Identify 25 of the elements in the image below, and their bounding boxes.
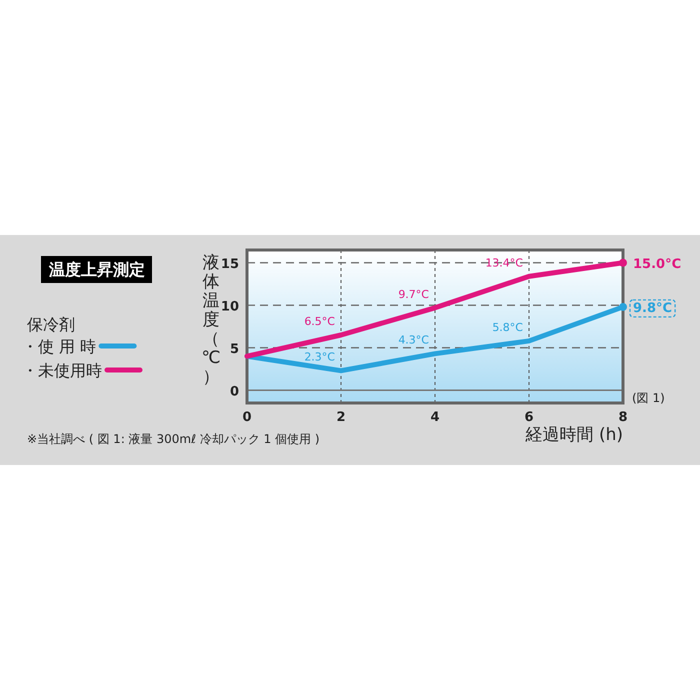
text: 温度上昇測定	[48, 260, 145, 279]
y-tick-label: 5	[230, 342, 239, 357]
data-label: 6.5°C	[304, 315, 336, 328]
data-label: 5.8°C	[492, 320, 524, 334]
y-tick-label: 15	[220, 256, 239, 272]
y-tick-label: 0	[230, 384, 239, 400]
legend-label: ・使 用 時	[22, 337, 96, 356]
legend-title: 保冷剤	[27, 315, 75, 334]
data-label: 9.8°C	[633, 300, 672, 316]
x-tick-label: 2	[336, 410, 346, 425]
data-label: 2.3°C	[304, 350, 336, 364]
data-label: 15.0°C	[633, 256, 682, 272]
x-tick-label: 6	[524, 410, 534, 425]
data-label: 13.4°C	[485, 256, 524, 270]
x-tick-label: 4	[430, 410, 440, 425]
text: (図 1)	[632, 391, 665, 405]
x-axis-title: 経過時間 (h)	[524, 425, 623, 445]
text: ※当社調べ ( 図 1: 液量 300mℓ 冷却パック 1 個使用 )	[27, 432, 320, 446]
data-label: 9.7°C	[398, 288, 430, 301]
y-tick-label: 10	[220, 299, 239, 314]
y-axis-title: 液体温度（℃）	[201, 253, 221, 387]
x-tick-label: 0	[242, 410, 252, 425]
x-tick-label: 8	[618, 410, 628, 425]
legend-label: ・未使用時	[22, 361, 102, 380]
data-label: 4.3°C	[398, 334, 430, 347]
